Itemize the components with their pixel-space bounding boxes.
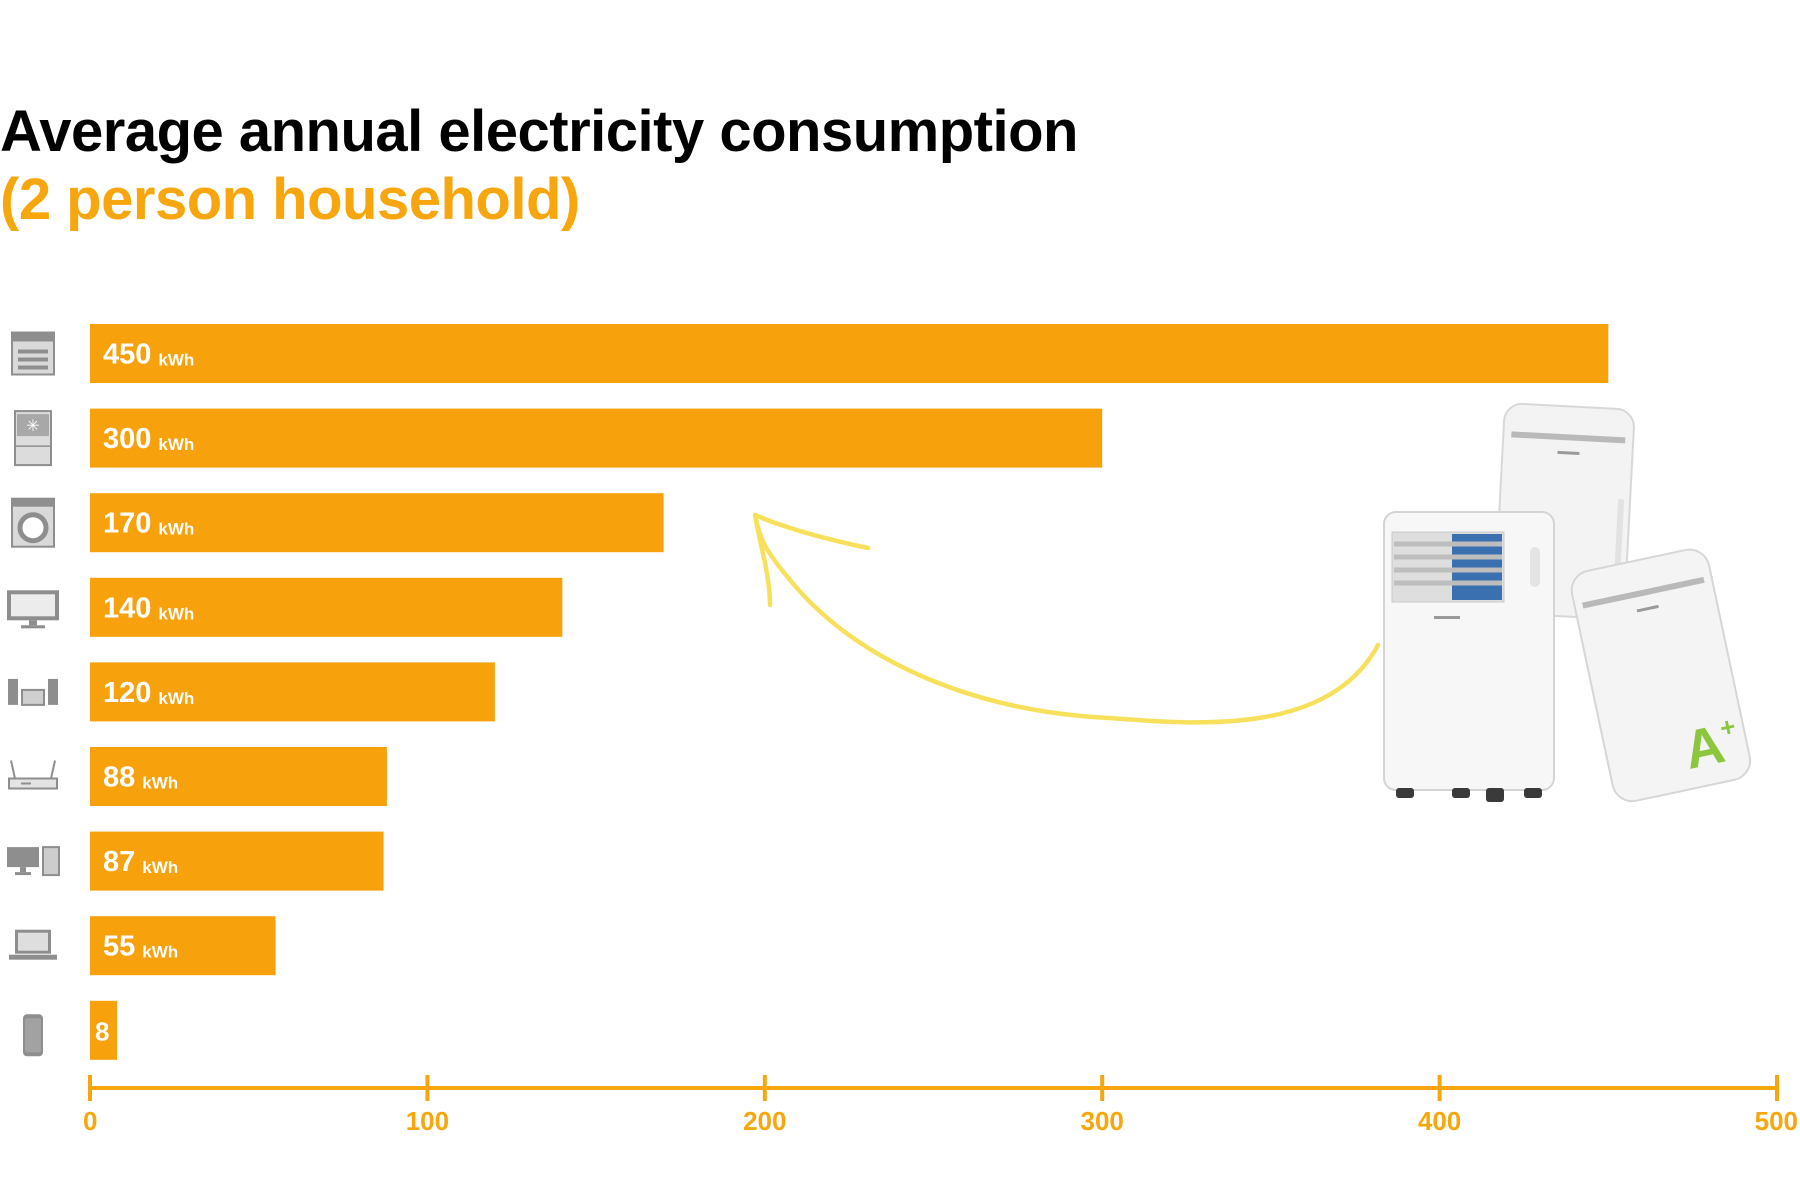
x-tick-label: 500: [1755, 1106, 1798, 1136]
fridge-icon: ✳: [14, 410, 52, 467]
bar-washing-machine: [90, 493, 664, 553]
curved-arrow: [752, 512, 1381, 725]
bar-label-tv: 140 kWh: [103, 592, 194, 624]
bar-label-desktop-pc: 87 kWh: [103, 846, 178, 878]
x-tick-label: 100: [406, 1106, 449, 1136]
portable-air-conditioner-image: A+: [1383, 402, 1752, 803]
bar-label-laptop: 55 kWh: [103, 931, 178, 963]
category-icons: ✳: [7, 331, 60, 1057]
bar-label-router: 88 kWh: [103, 762, 178, 794]
bar-stove: [90, 324, 1609, 383]
bar-router: [90, 747, 387, 806]
bar-stereo: [90, 662, 495, 722]
bar-label-washing-machine: 170 kWh: [103, 508, 194, 540]
bar-label-smartphone: 8 kWh: [95, 1016, 152, 1046]
smartphone-icon: [23, 1014, 43, 1057]
bar-label-fridge: 300 kWh: [103, 423, 194, 455]
x-axis: 0 100 200 300 400 500: [83, 1075, 1798, 1136]
router-icon: [8, 760, 58, 790]
washing-machine-icon: [11, 497, 55, 548]
chart-title: Average annual electricity consumption: [0, 99, 1078, 164]
x-tick-label: 0: [83, 1106, 97, 1136]
bar-tv: [90, 577, 563, 637]
bars: 450 kWh 300 kWh 170 kWh 140 kWh 120 kWh 88 kWh 87 kWh…: [90, 324, 1609, 1060]
bar-smartphone: [90, 1000, 117, 1060]
chart-subtitle: (2 person household): [0, 167, 580, 232]
desktop-pc-icon: [7, 846, 60, 877]
bar-fridge: [90, 408, 1103, 468]
svg-text:✳: ✳: [26, 416, 39, 435]
x-tick-label: 400: [1418, 1106, 1461, 1136]
x-tick-label: 300: [1081, 1106, 1124, 1136]
laptop-icon: [9, 929, 57, 960]
tv-icon: [7, 590, 59, 629]
x-tick-label: 200: [743, 1106, 786, 1136]
stove-icon: [11, 331, 55, 376]
bar-label-stove: 450 kWh: [103, 339, 194, 371]
bar-label-stereo: 120 kWh: [103, 677, 194, 709]
bar-desktop-pc: [90, 831, 384, 891]
bar-laptop: [90, 916, 276, 976]
stereo-icon: [8, 678, 58, 706]
